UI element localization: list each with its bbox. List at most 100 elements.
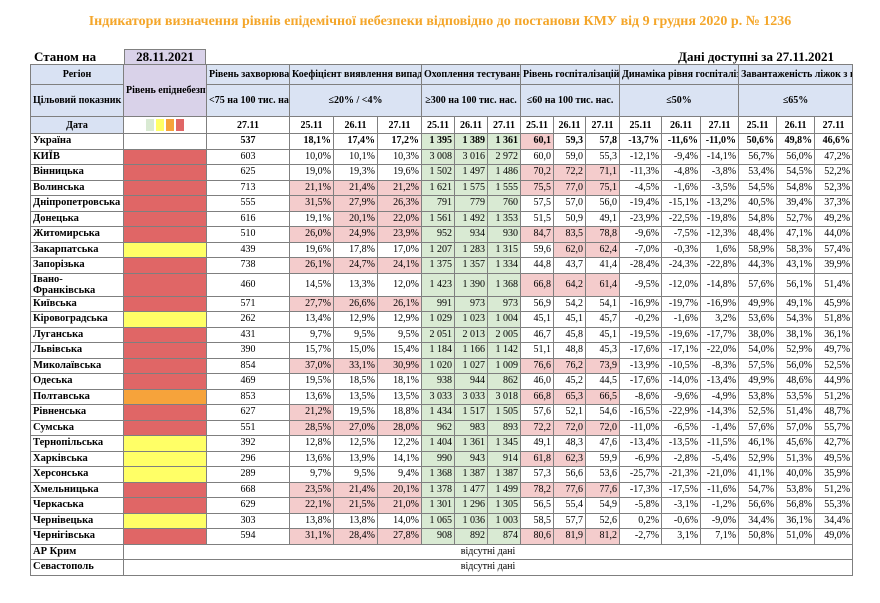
region-name: Чернігівська [30, 528, 124, 545]
beds-cell: 44,9% [814, 373, 854, 390]
beds-cell: 54,7% [738, 481, 778, 498]
region-name: Херсонська [30, 466, 124, 483]
region-name: Закарпатська [30, 241, 124, 258]
hosp-cell: 45,7 [585, 311, 621, 328]
testing-cell: 779 [454, 195, 488, 212]
hosp-cell: 57,5 [520, 195, 555, 212]
detection-cell: 12,0% [377, 272, 422, 297]
detection-cell: 28,0% [377, 419, 422, 436]
as-of: Станом на 28.11.2021 [30, 49, 206, 65]
region-name: Волинська [30, 179, 124, 196]
dynamics-cell: -21,3% [661, 466, 702, 483]
region-name: Миколаївська [30, 357, 124, 374]
level-cell [123, 450, 207, 467]
hosp-cell: 62,0 [553, 241, 587, 258]
hosp-cell: 57,7 [553, 512, 587, 529]
region-name: Севастополь [30, 559, 124, 576]
detection-cell: 21,4% [333, 481, 378, 498]
detection-cell: 31,1% [289, 528, 334, 545]
dynamics-cell: -16,9% [619, 295, 663, 312]
hosp-cell: 54,2 [553, 295, 587, 312]
header-dynamics: Динаміка рівня госпіталізацій [619, 64, 740, 85]
detection-cell: 12,2% [377, 435, 422, 452]
beds-cell: 51,3% [776, 450, 816, 467]
incidence-cell: 603 [206, 148, 290, 165]
hosp-cell: 46,7 [520, 326, 555, 343]
incidence-cell: 555 [206, 195, 290, 212]
detection-cell: 13,9% [333, 450, 378, 467]
testing-cell: 1 166 [454, 342, 488, 359]
level-cell [123, 435, 207, 452]
detection-cell: 26,0% [289, 226, 334, 243]
dynamics-cell: -10,5% [661, 357, 702, 374]
beds-cell: 40,0% [776, 466, 816, 483]
level-swatch-yellow [156, 119, 164, 131]
detection-cell: 17,8% [333, 241, 378, 258]
detection-cell: 9,5% [333, 466, 378, 483]
detection-cell: 23,5% [289, 481, 334, 498]
dynamics-cell: -1,4% [700, 419, 740, 436]
beds-cell: 53,6% [738, 311, 778, 328]
level-cell [123, 272, 207, 297]
incidence-cell: 629 [206, 497, 290, 514]
incidence-cell: 627 [206, 404, 290, 421]
dynamics-cell: -13,2% [700, 195, 740, 212]
hosp-cell: 59,6 [520, 241, 555, 258]
hosp-cell: 78,2 [520, 481, 555, 498]
beds-cell: 54,8% [776, 179, 816, 196]
dynamics-cell: -2,7% [619, 528, 663, 545]
dynamics-cell: -5,4% [700, 450, 740, 467]
beds-cell: 51,2% [814, 481, 854, 498]
hosp-cell: 75,5 [520, 179, 555, 196]
dynamics-cell: -4,8% [661, 164, 702, 181]
table-row-missing: Севастополь відсутні дані [30, 559, 854, 576]
hosp-cell: 77,6 [553, 481, 587, 498]
beds-cell: 38,1% [776, 326, 816, 343]
hosp-cell: 62,4 [585, 241, 621, 258]
level-cell [123, 133, 207, 150]
table-row: Полтавська 853 13,6% 13,5% 13,5% 3 033 3 033 3 … [30, 388, 854, 405]
incidence-cell: 537 [206, 133, 290, 150]
beds-cell: 58,9% [738, 241, 778, 258]
header-region: Регіон [30, 64, 124, 85]
hosp-cell: 77,6 [585, 481, 621, 498]
hosp-cell: 83,5 [553, 226, 587, 243]
level-cell [123, 148, 207, 165]
beds-cell: 51,4% [776, 404, 816, 421]
testing-cell: 1 003 [486, 512, 522, 529]
beds-cell: 49,0% [814, 528, 854, 545]
level-cell [123, 388, 207, 405]
testing-cell: 2 013 [454, 326, 488, 343]
dynamics-cell: -9,0% [700, 512, 740, 529]
detection-cell: 37,0% [289, 357, 334, 374]
beds-cell: 52,2% [814, 164, 854, 181]
hosp-cell: 45,8 [553, 326, 587, 343]
testing-cell: 1 621 [421, 179, 455, 196]
dynamics-cell: -11,0% [619, 419, 663, 436]
testing-cell: 3 008 [421, 148, 455, 165]
detection-cell: 21,1% [289, 179, 334, 196]
testing-cell: 1 555 [486, 179, 522, 196]
beds-cell: 51,4% [814, 272, 854, 297]
beds-cell: 52,7% [776, 210, 816, 227]
testing-cell: 1 345 [486, 435, 522, 452]
table-row: Запорізька 738 26,1% 24,7% 24,1% 1 375 1 357 1 … [30, 257, 854, 274]
detection-cell: 28,5% [289, 419, 334, 436]
as-of-label: Станом на [34, 49, 97, 64]
beds-cell: 57,5% [738, 357, 778, 374]
level-cell [123, 419, 207, 436]
detection-cell: 24,1% [377, 257, 422, 274]
table-row: Чернівецька 303 13,8% 13,8% 14,0% 1 065 1 036 1… [30, 512, 854, 529]
dynamics-cell: -3,8% [700, 164, 740, 181]
detection-cell: 12,9% [333, 311, 378, 328]
detection-cell: 26,6% [333, 295, 378, 312]
dynamics-cell: -22,5% [661, 210, 702, 227]
beds-cell: 34,4% [738, 512, 778, 529]
detection-cell: 9,7% [289, 326, 334, 343]
dynamics-cell: -3,5% [700, 179, 740, 196]
dynamics-cell: -14,8% [700, 272, 740, 297]
detection-cell: 13,5% [333, 388, 378, 405]
testing-cell: 1 389 [454, 133, 488, 150]
dynamics-cell: -11,6% [700, 481, 740, 498]
hosp-cell: 66,8 [520, 388, 555, 405]
